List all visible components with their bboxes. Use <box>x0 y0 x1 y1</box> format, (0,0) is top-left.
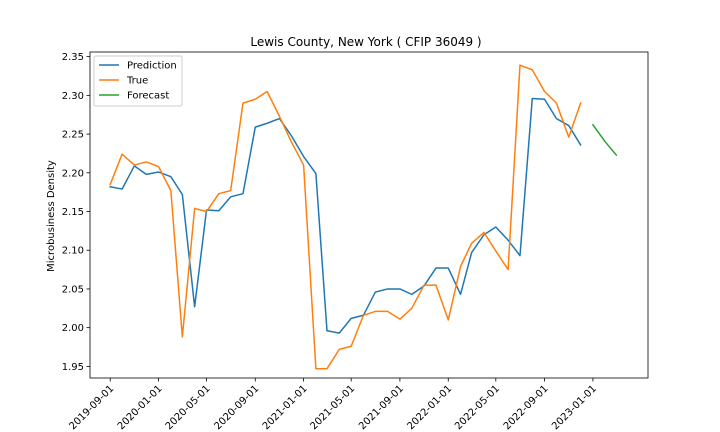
y-tick-label: 2.00 <box>62 323 84 334</box>
y-tick-label: 2.30 <box>62 91 84 102</box>
y-tick-label: 2.15 <box>62 207 84 218</box>
y-tick-label: 2.10 <box>62 246 84 257</box>
series-line-prediction <box>109 97 582 334</box>
legend-label-forecast: Forecast <box>127 91 169 102</box>
legend-label-true: True <box>126 76 148 87</box>
chart-title: Lewis County, New York ( CFIP 36049 ) <box>250 35 481 49</box>
y-tick-label: 2.35 <box>62 52 84 63</box>
y-tick-label: 2.20 <box>62 168 84 179</box>
legend: Prediction True Forecast <box>93 55 183 107</box>
plot-frame <box>89 51 649 379</box>
legend-label-prediction: Prediction <box>127 61 177 72</box>
y-axis-title: Microbusiness Density <box>46 160 57 272</box>
series-line-true <box>109 64 582 370</box>
y-tick-label: 1.95 <box>62 362 84 373</box>
series-layer <box>109 64 618 370</box>
y-tick-label: 2.25 <box>62 130 84 141</box>
series-line-forecast <box>591 123 618 157</box>
legend-box <box>93 55 183 107</box>
y-tick-label: 2.05 <box>62 284 84 295</box>
y-axis: 1.95 2.00 2.05 2.10 2.15 2.20 2.25 2.30 2.35 <box>62 52 90 373</box>
